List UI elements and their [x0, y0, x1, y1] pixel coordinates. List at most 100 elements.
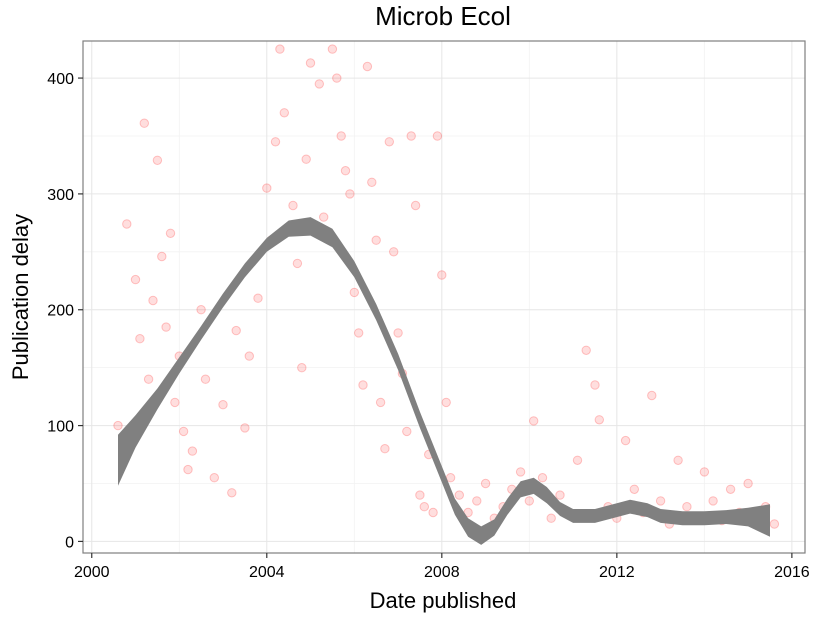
data-point — [187, 446, 198, 456]
data-point — [393, 328, 403, 338]
data-point — [314, 79, 324, 89]
data-point — [725, 484, 736, 494]
data-point — [441, 397, 451, 408]
data-point — [673, 455, 683, 465]
y-tick-label: 300 — [47, 187, 74, 204]
data-point — [358, 380, 368, 390]
data-point — [472, 496, 482, 506]
y-axis: 0 100 200 300 400 — [47, 71, 83, 551]
data-point — [743, 478, 753, 489]
y-tick-label: 200 — [47, 303, 74, 320]
data-point — [402, 426, 412, 437]
data-point — [354, 328, 364, 338]
y-axis-title: Publication delay — [8, 214, 33, 380]
data-point — [375, 397, 386, 408]
data-point — [629, 484, 639, 494]
y-tick-label: 0 — [65, 534, 74, 551]
data-point — [345, 189, 355, 199]
data-point — [196, 305, 206, 315]
data-point — [200, 374, 211, 384]
data-point — [275, 44, 285, 54]
data-point — [279, 108, 289, 118]
x-tick-label: 2016 — [774, 564, 810, 581]
plot-panel — [83, 41, 805, 553]
data-point — [371, 235, 381, 245]
data-point — [590, 380, 600, 390]
data-point — [415, 490, 425, 500]
data-point — [480, 478, 491, 489]
data-point — [262, 183, 272, 193]
data-point — [336, 131, 346, 141]
x-tick-label: 2004 — [249, 564, 285, 581]
data-point — [437, 270, 447, 280]
data-point — [537, 473, 548, 483]
data-point — [218, 400, 228, 410]
data-point — [367, 177, 377, 188]
data-point — [769, 519, 780, 529]
data-point — [524, 496, 534, 506]
data-point — [419, 502, 429, 512]
data-point — [288, 200, 298, 211]
x-tick-label: 2008 — [424, 564, 460, 581]
data-point — [327, 44, 338, 54]
data-point — [594, 415, 604, 425]
data-point — [380, 444, 390, 454]
data-point — [362, 61, 373, 72]
data-point — [139, 118, 150, 128]
data-point — [301, 154, 311, 164]
data-point — [620, 435, 631, 446]
data-point — [253, 293, 263, 303]
data-point — [572, 455, 583, 465]
data-point — [240, 423, 250, 433]
data-point — [305, 58, 316, 68]
data-point — [183, 464, 193, 475]
y-tick-label: 400 — [47, 71, 74, 88]
data-point — [581, 345, 591, 355]
data-point — [406, 131, 416, 141]
data-point — [428, 507, 438, 518]
data-point — [515, 467, 526, 477]
data-point — [161, 322, 171, 332]
data-point — [122, 219, 132, 229]
data-point — [143, 374, 154, 384]
data-point — [708, 496, 718, 506]
data-point — [135, 334, 145, 344]
data-point — [178, 426, 189, 437]
data-point — [157, 251, 167, 262]
data-point — [231, 325, 241, 336]
data-point — [529, 416, 539, 426]
data-point — [227, 488, 237, 498]
data-point — [340, 166, 351, 176]
x-tick-label: 2000 — [74, 564, 110, 581]
data-point — [655, 496, 666, 506]
data-point — [170, 397, 180, 408]
smooth-confidence-band — [118, 217, 770, 545]
data-point — [152, 155, 163, 166]
data-point — [410, 200, 421, 211]
data-point — [454, 490, 464, 500]
data-point — [647, 390, 657, 401]
data-point — [349, 287, 359, 298]
x-tick-label: 2012 — [599, 564, 635, 581]
data-point — [384, 137, 394, 147]
data-point — [319, 212, 329, 222]
data-point — [546, 513, 556, 523]
data-point — [682, 502, 692, 512]
data-point — [699, 467, 710, 477]
data-point — [292, 258, 303, 269]
x-axis-title: Date published — [370, 588, 517, 613]
data-point — [555, 490, 565, 500]
data-point — [389, 247, 399, 257]
y-tick-label: 100 — [47, 419, 74, 436]
chart-title: Microb Ecol — [375, 1, 511, 31]
scatter-points — [113, 44, 780, 529]
data-point — [148, 295, 158, 306]
data-point — [209, 473, 220, 483]
data-point — [113, 420, 123, 431]
panel-border — [82, 40, 806, 554]
data-point — [244, 351, 255, 361]
data-point — [432, 131, 443, 141]
data-point — [130, 274, 141, 285]
data-point — [165, 228, 176, 239]
